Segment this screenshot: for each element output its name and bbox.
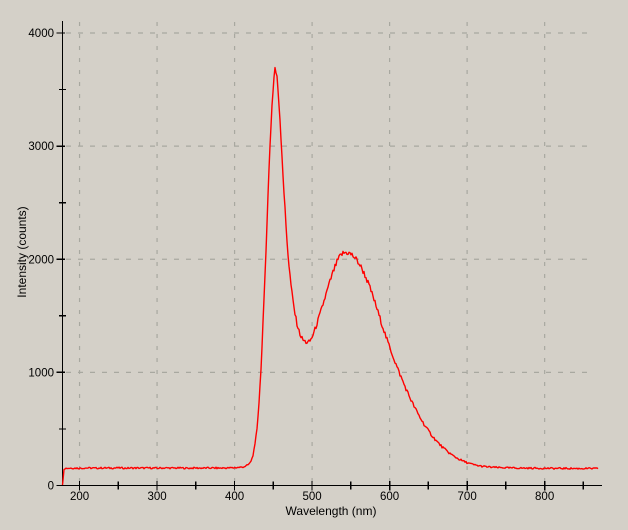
x-tick-label: 400 bbox=[225, 491, 244, 503]
x-tick-label: 500 bbox=[303, 491, 322, 503]
spectrum-trace bbox=[61, 66, 599, 485]
x-tick-label: 200 bbox=[70, 491, 89, 503]
y-tick-label: 4000 bbox=[28, 28, 54, 40]
y-tick-label: 0 bbox=[48, 481, 54, 493]
y-tick-label: 2000 bbox=[28, 254, 54, 266]
axes bbox=[61, 21, 602, 487]
x-tick-label: 700 bbox=[458, 491, 477, 503]
x-axis-title: Wavelength (nm) bbox=[285, 504, 377, 518]
y-tick-label: 3000 bbox=[28, 141, 54, 153]
x-tick-label: 300 bbox=[147, 491, 166, 503]
y-axis-title: Intensity (counts) bbox=[15, 206, 29, 298]
x-tick-label: 800 bbox=[535, 491, 554, 503]
x-tick-label: 600 bbox=[380, 491, 399, 503]
y-tick-label: 1000 bbox=[28, 367, 54, 379]
gridlines bbox=[66, 22, 594, 485]
ticks bbox=[56, 32, 585, 491]
tick-labels: 0 1000 2000 3000 4000 200 300 400 500 600 700 800 bbox=[28, 28, 554, 503]
